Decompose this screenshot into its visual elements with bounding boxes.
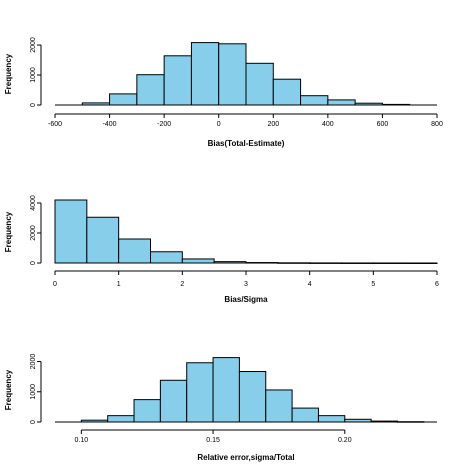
panel-3-bar bbox=[212, 357, 240, 423]
panel-1-x-tick-label: 0 bbox=[217, 121, 221, 128]
panel-1-x-tick-label: -400 bbox=[103, 121, 117, 128]
panel-3-y-tick-label: 2000 bbox=[30, 354, 37, 370]
panel-1-bar bbox=[218, 43, 247, 106]
panel-1-y-tick-label: 2000 bbox=[30, 37, 37, 53]
panel-1-x-tick-label: -600 bbox=[48, 121, 62, 128]
panel-3-y-tick-label: 1000 bbox=[30, 384, 37, 400]
panel-1-y-tick-label: 0 bbox=[30, 103, 37, 107]
panel-3-x-tick-label: 0.15 bbox=[206, 437, 220, 444]
panel-3-bar bbox=[186, 362, 214, 423]
panel-3-bar bbox=[396, 421, 425, 423]
panel-1-bar bbox=[300, 95, 329, 106]
panel-1-y-axis-title: Frequency bbox=[4, 53, 13, 94]
panel-3-bar bbox=[265, 389, 293, 423]
panel-3-y-tick-label: 0 bbox=[30, 420, 37, 424]
panel-2-bar bbox=[245, 262, 279, 264]
panel-3-x-tick-label: 0.20 bbox=[338, 437, 352, 444]
panel-3-bar bbox=[133, 399, 161, 423]
panel-3-x-axis-title: Relative error,sigma/Total bbox=[197, 453, 294, 462]
panel-2-x-tick-label: 3 bbox=[244, 281, 248, 288]
panel-2-bar bbox=[150, 251, 183, 264]
panel-2-y-tick-label: 0 bbox=[30, 261, 37, 265]
panel-3-bar bbox=[370, 420, 398, 423]
panel-2-bar bbox=[118, 238, 151, 264]
panel-2-y-tick-label: 2000 bbox=[30, 225, 37, 241]
panel-2-x-tick-label: 1 bbox=[117, 281, 121, 288]
panel-3-bar bbox=[107, 415, 135, 423]
panel-2-bar bbox=[404, 262, 438, 264]
panel-1-bar bbox=[163, 55, 192, 106]
panel-2-x-axis-title: Bias/Sigma bbox=[224, 295, 268, 304]
panel-1-bar bbox=[381, 103, 411, 106]
panel-3-bar bbox=[238, 371, 267, 423]
panel-1-x-tick-label: 400 bbox=[322, 121, 334, 128]
panel-1-x-tick-label: 600 bbox=[377, 121, 389, 128]
panel-1-y-tick-label: 1000 bbox=[30, 67, 37, 83]
panel-2-x-tick-label: 4 bbox=[308, 281, 312, 288]
panel-2-y-tick-label: 4000 bbox=[30, 195, 37, 211]
panel-1-x-axis-title: Bias(Total-Estimate) bbox=[208, 139, 285, 148]
panel-3-x-tick-label: 0.10 bbox=[75, 437, 89, 444]
panel-1-bar bbox=[109, 93, 138, 106]
panel-2-bar bbox=[86, 216, 120, 264]
panel-3-bar bbox=[317, 415, 346, 423]
panel-3-bar bbox=[344, 418, 372, 423]
panel-1-bar bbox=[81, 102, 111, 106]
panel-2-x-tick-label: 5 bbox=[371, 281, 375, 288]
panel-2-x-tick-label: 0 bbox=[53, 281, 57, 288]
panel-1-x-tick-label: 800 bbox=[431, 121, 443, 128]
panel-2-bar bbox=[309, 262, 342, 264]
panel-3-bar bbox=[291, 407, 319, 423]
panel-1-bar bbox=[272, 78, 302, 106]
panel-3-y-axis-title: Frequency bbox=[4, 369, 13, 410]
panel-2-bar bbox=[54, 199, 88, 264]
panel-1-bar bbox=[354, 102, 383, 106]
panel-1-bar bbox=[136, 74, 165, 106]
panel-1-bar bbox=[245, 62, 274, 106]
panel-3-bar bbox=[80, 419, 109, 423]
panel-2-bar bbox=[372, 262, 406, 264]
panel-1-bar bbox=[190, 42, 220, 106]
panel-2-bar bbox=[341, 262, 374, 264]
panel-2-x-tick-label: 6 bbox=[435, 281, 439, 288]
panel-3-bar bbox=[159, 379, 188, 423]
panel-2-y-axis-title: Frequency bbox=[4, 211, 13, 252]
panel-1-bar bbox=[327, 99, 356, 106]
panel-2-bar bbox=[277, 262, 311, 264]
panel-2-x-tick-label: 2 bbox=[180, 281, 184, 288]
panel-2-bar bbox=[181, 258, 215, 264]
panel-1-x-tick-label: 200 bbox=[267, 121, 279, 128]
panel-2-bar bbox=[213, 261, 247, 264]
panel-1-x-tick-label: -200 bbox=[157, 121, 171, 128]
